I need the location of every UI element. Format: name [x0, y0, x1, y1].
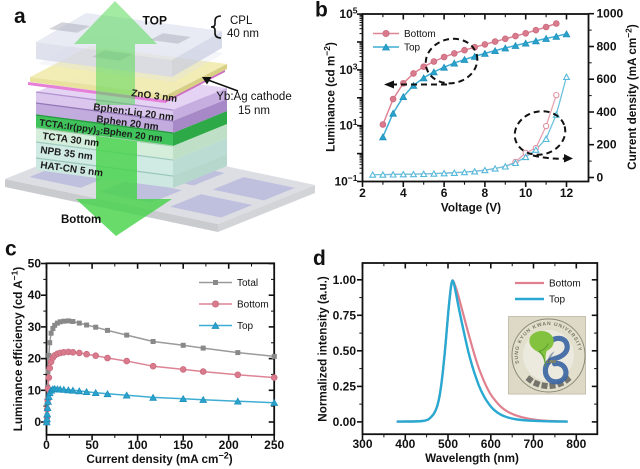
svg-text:600: 600 — [481, 437, 501, 451]
svg-text:2: 2 — [359, 186, 366, 200]
svg-text:105: 105 — [339, 6, 357, 22]
svg-text:10: 10 — [519, 186, 533, 200]
svg-text:50: 50 — [28, 257, 42, 271]
svg-text:103: 103 — [339, 61, 357, 77]
svg-text:0.25: 0.25 — [333, 379, 357, 393]
svg-text:8: 8 — [482, 186, 489, 200]
svg-text:800: 800 — [566, 437, 586, 451]
svg-text:400: 400 — [597, 105, 617, 119]
svg-text:d: d — [313, 247, 326, 270]
svg-text:0: 0 — [34, 415, 41, 429]
svg-text:30: 30 — [28, 320, 42, 334]
svg-text:0: 0 — [43, 438, 50, 452]
svg-text:6: 6 — [441, 186, 448, 200]
svg-text:Current density (mA cm−2): Current density (mA cm−2) — [624, 24, 640, 170]
svg-text:400: 400 — [395, 437, 415, 451]
svg-text:Top: Top — [237, 321, 254, 332]
svg-text:Total: Total — [237, 278, 258, 289]
svg-text:Luminance efficiency (cd A−1): Luminance efficiency (cd A−1) — [10, 267, 26, 432]
svg-text:200: 200 — [597, 138, 617, 152]
svg-text:10: 10 — [28, 383, 42, 397]
svg-text:15 nm: 15 nm — [238, 105, 270, 117]
svg-text:1000: 1000 — [597, 7, 624, 21]
svg-text:101: 101 — [339, 117, 357, 133]
svg-text:200: 200 — [219, 438, 239, 452]
svg-text:50: 50 — [85, 438, 99, 452]
svg-text:Normalized intensity (a.u.): Normalized intensity (a.u.) — [317, 276, 330, 422]
svg-text:40 nm: 40 nm — [227, 28, 259, 40]
svg-text:600: 600 — [597, 72, 617, 86]
svg-text:500: 500 — [438, 437, 458, 451]
svg-text:a: a — [14, 5, 26, 28]
svg-text:Top: Top — [404, 43, 421, 54]
svg-text:CPL: CPL — [230, 15, 253, 27]
svg-text:700: 700 — [523, 437, 543, 451]
svg-text:0: 0 — [597, 171, 604, 185]
svg-text:1.00: 1.00 — [333, 273, 357, 287]
svg-text:Current density (mA cm−2): Current density (mA cm−2) — [86, 451, 232, 467]
svg-text:250: 250 — [264, 438, 284, 452]
svg-text:Wavelength (nm): Wavelength (nm) — [425, 452, 519, 465]
svg-text:100: 100 — [128, 438, 148, 452]
svg-text:300: 300 — [352, 437, 372, 451]
svg-text:12: 12 — [560, 186, 574, 200]
svg-text:4: 4 — [400, 186, 407, 200]
svg-text:0.75: 0.75 — [333, 308, 357, 322]
svg-text:c: c — [5, 238, 17, 261]
svg-text:Bottom: Bottom — [61, 214, 101, 226]
svg-text:10−1: 10−1 — [334, 173, 357, 189]
svg-text:Bottom: Bottom — [404, 29, 436, 40]
svg-text:Voltage (V): Voltage (V) — [441, 202, 501, 215]
svg-text:0.00: 0.00 — [333, 415, 357, 429]
svg-text:Yb:Ag cathode: Yb:Ag cathode — [216, 91, 291, 103]
svg-text:Bottom: Bottom — [237, 300, 269, 311]
svg-text:0.50: 0.50 — [333, 344, 357, 358]
svg-text:1398: 1398 — [546, 359, 556, 364]
svg-text:40: 40 — [28, 288, 42, 302]
svg-text:TOP: TOP — [143, 14, 167, 28]
svg-text:Top: Top — [549, 295, 566, 306]
svg-text:b: b — [315, 0, 328, 22]
svg-text:20: 20 — [28, 352, 42, 366]
svg-text:Luminance (cd m−2): Luminance (cd m−2) — [322, 42, 338, 152]
svg-text:Bottom: Bottom — [549, 279, 581, 290]
svg-text:150: 150 — [173, 438, 193, 452]
svg-text:800: 800 — [597, 40, 617, 54]
